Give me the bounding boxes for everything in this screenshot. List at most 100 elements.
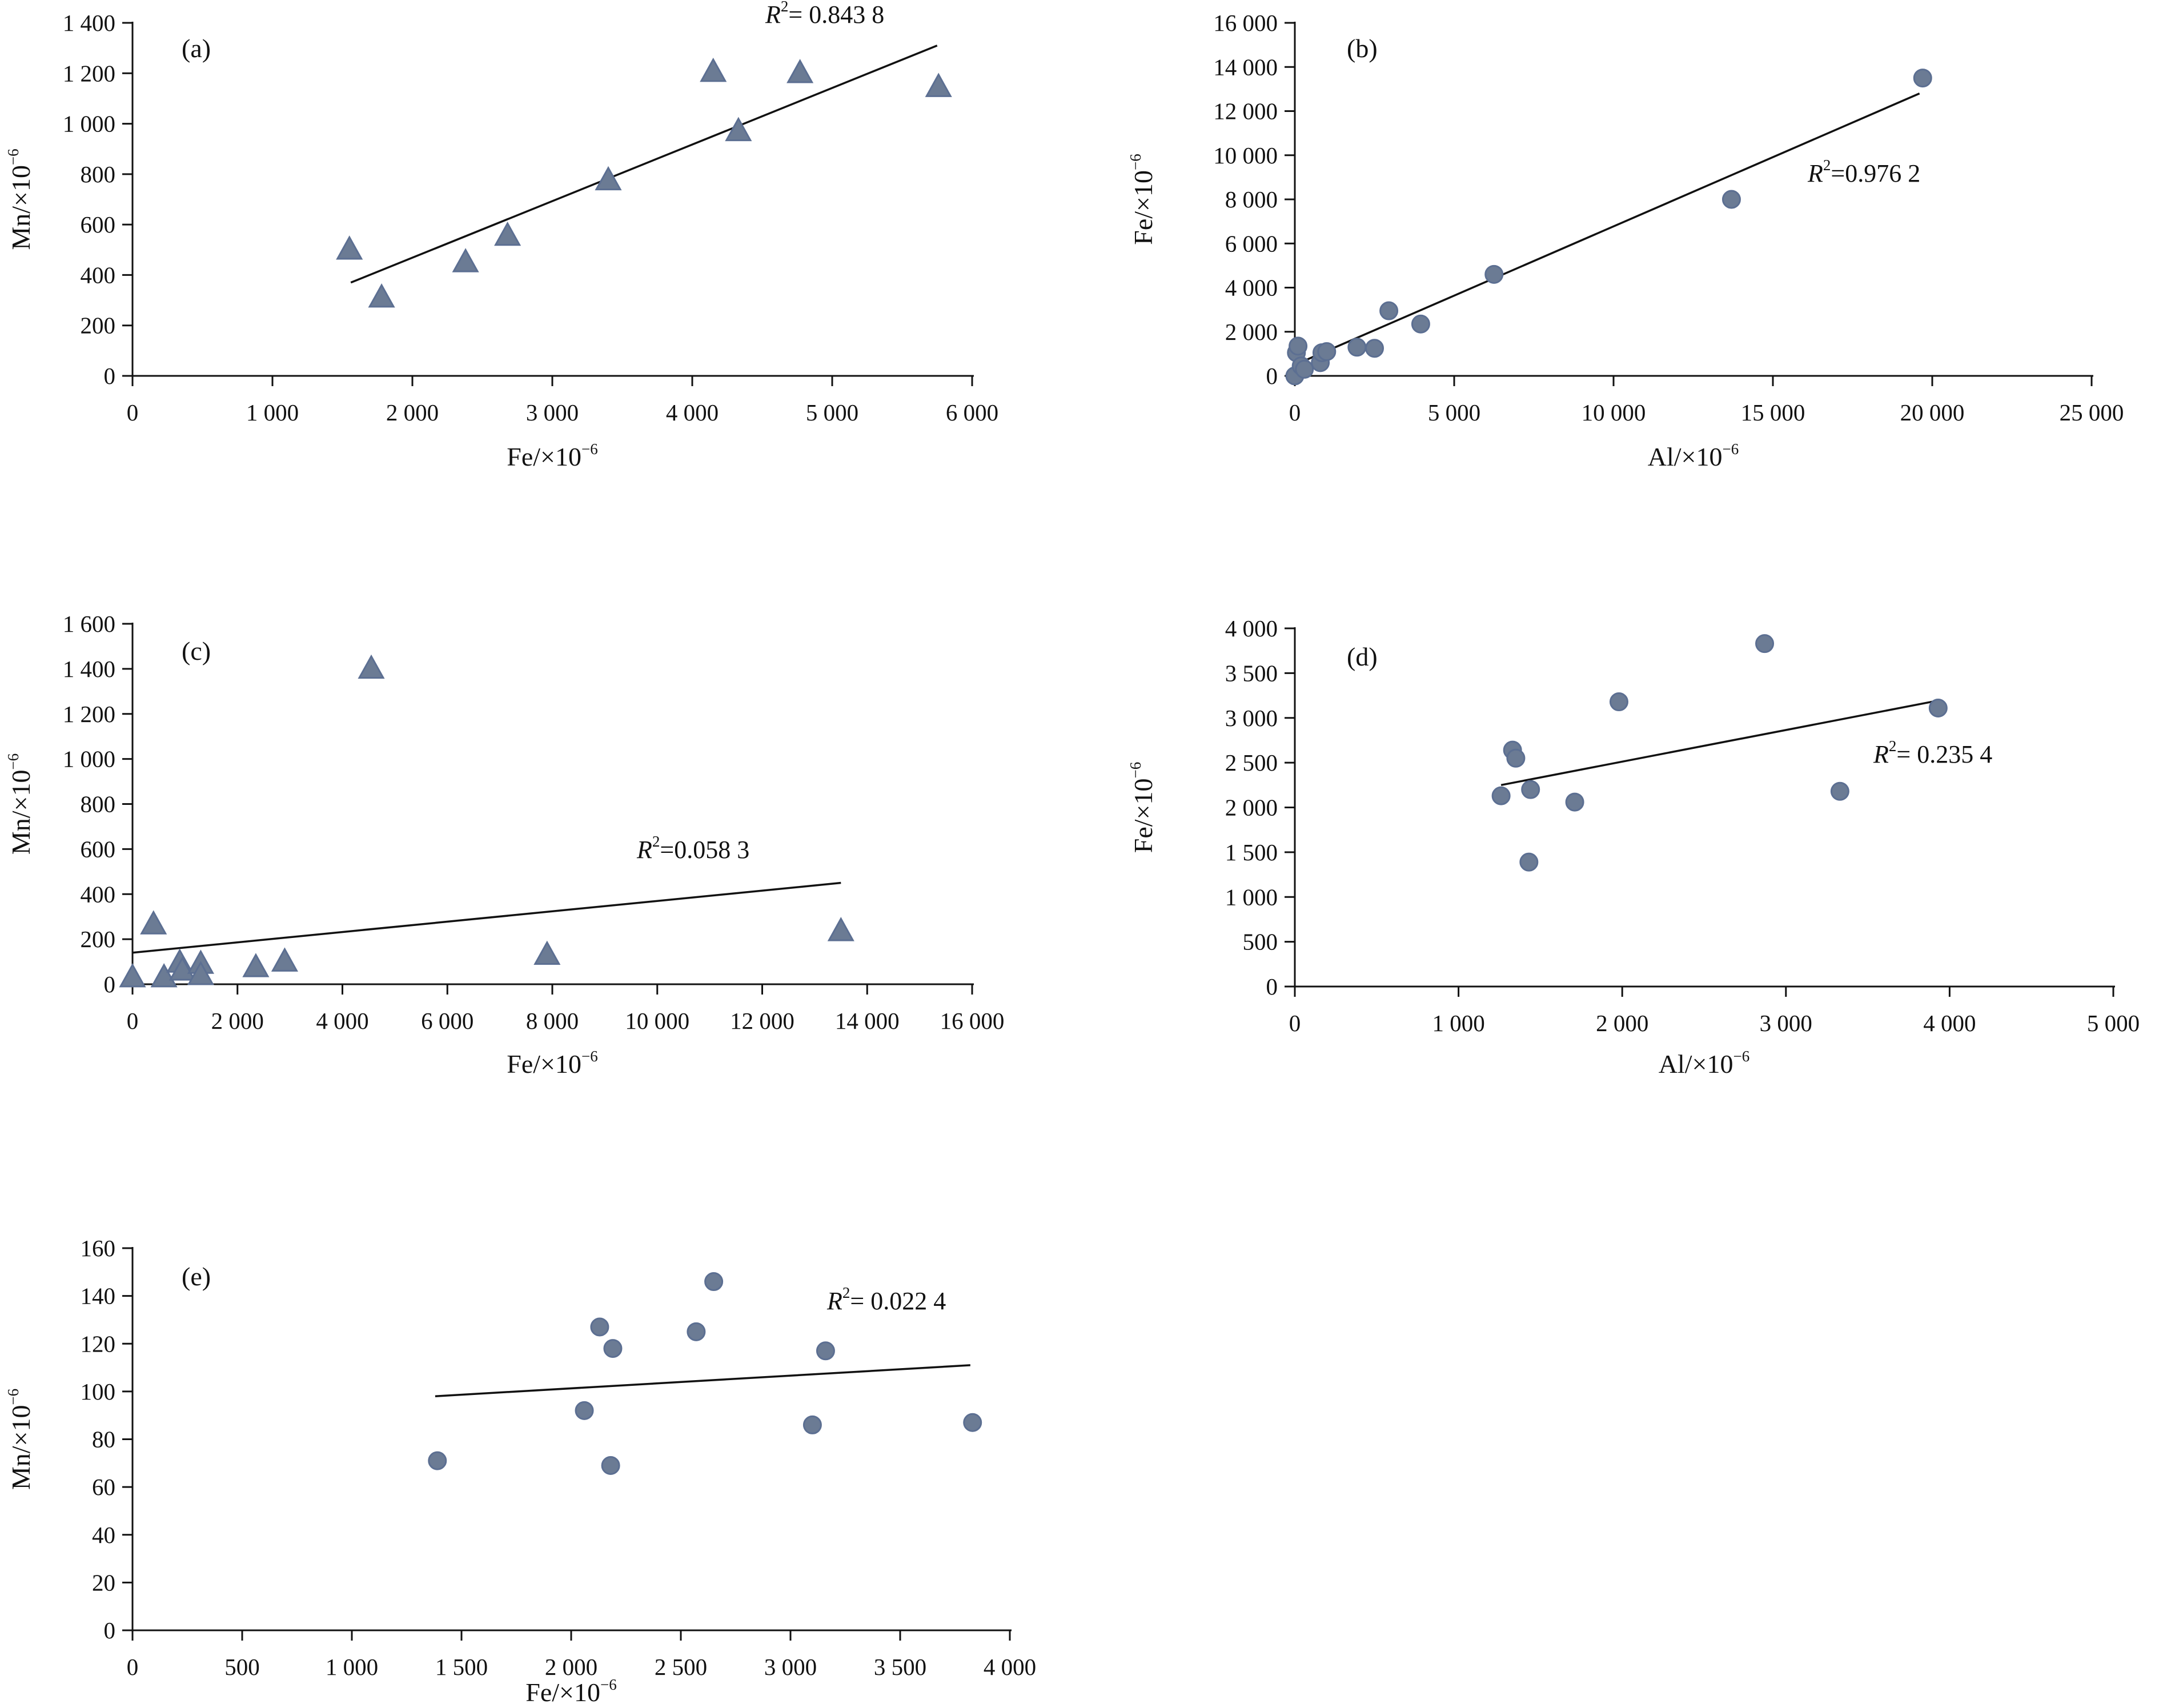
x-tick-label: 6 000 — [946, 399, 998, 426]
data-point-triangle — [700, 57, 727, 82]
data-point-circle — [1411, 314, 1430, 334]
y-tick-label: 1 000 — [1225, 884, 1278, 910]
x-axis-title: Fe/×10−6 — [507, 440, 597, 471]
x-axis-title: Fe/×10−6 — [525, 1676, 616, 1707]
data-point-circle — [1519, 852, 1539, 872]
data-point-triangle — [168, 956, 196, 981]
data-point-circle — [1928, 699, 1948, 718]
data-point-circle — [1295, 359, 1314, 379]
y-tick-label: 800 — [81, 161, 116, 187]
x-tick-label: 1 000 — [246, 399, 299, 426]
y-tick-label: 1 600 — [63, 611, 115, 637]
y-tick-label: 140 — [81, 1283, 116, 1309]
y-tick-label: 500 — [1243, 929, 1278, 955]
y-tick-label: 0 — [1266, 363, 1278, 389]
x-tick-label: 16 000 — [940, 1008, 1005, 1034]
y-tick-label: 400 — [81, 881, 116, 907]
x-tick-label: 1 000 — [1432, 1010, 1484, 1036]
y-tick-label: 80 — [92, 1426, 115, 1453]
chart-panel-e: 0 500 1 000 1 500 2 000 2 500 3 000 3 500 4 000 0… — [5, 1235, 1036, 1707]
chart-panel-a: 0 1 000 2 000 3 000 4 000 5 000 6 000 0 200 400 60… — [5, 0, 998, 471]
y-tick-label: 4 000 — [1225, 615, 1278, 641]
r-squared-label: R2= 0.022 4 — [826, 1284, 946, 1315]
data-point-triangle — [358, 654, 385, 679]
data-point-triangle — [271, 947, 298, 972]
x-axis-title: Fe/×10−6 — [507, 1048, 597, 1078]
x-tick-label: 0 — [127, 1008, 139, 1034]
data-point-triangle — [725, 117, 752, 142]
x-tick-label: 8 000 — [526, 1008, 579, 1034]
y-tick-label: 400 — [81, 262, 116, 288]
y-axis-title: Fe/×10−6 — [1127, 154, 1158, 244]
data-point-circle — [1721, 190, 1741, 209]
x-tick-label: 4 000 — [316, 1008, 368, 1034]
x-tick-label: 0 — [1289, 1010, 1301, 1036]
y-tick-label: 1 400 — [63, 656, 115, 682]
y-tick-label: 600 — [81, 836, 116, 862]
data-point-circle — [1484, 264, 1504, 284]
data-point-circle — [1289, 336, 1308, 356]
x-tick-label: 2 500 — [655, 1654, 707, 1680]
panel-label: (e) — [182, 1262, 211, 1291]
trendline — [435, 1364, 970, 1397]
x-tick-label: 12 000 — [730, 1008, 794, 1034]
data-point-circle — [1913, 69, 1932, 88]
y-tick-label: 10 000 — [1213, 142, 1278, 169]
data-point-circle — [1609, 692, 1628, 712]
y-tick-label: 60 — [92, 1474, 115, 1500]
x-axis-title: Al/×10−6 — [1648, 440, 1739, 471]
r-squared-label: R2=0.058 3 — [636, 833, 749, 864]
data-point-triangle — [242, 953, 270, 977]
data-point-triangle — [925, 73, 952, 97]
data-point-triangle — [494, 221, 521, 246]
y-tick-label: 40 — [92, 1522, 115, 1548]
y-tick-label: 20 — [92, 1569, 115, 1595]
data-point-circle — [1491, 786, 1511, 805]
data-point-circle — [687, 1322, 706, 1341]
panel-label: (d) — [1347, 642, 1378, 671]
x-tick-label: 1 500 — [435, 1654, 488, 1680]
x-tick-label: 5 000 — [806, 399, 858, 426]
x-tick-label: 0 — [127, 399, 139, 426]
x-tick-label: 3 000 — [1760, 1010, 1812, 1036]
y-tick-label: 2 000 — [1225, 795, 1278, 821]
y-tick-label: 12 000 — [1213, 98, 1278, 125]
data-point-circle — [1565, 792, 1584, 812]
x-tick-label: 2 000 — [386, 399, 439, 426]
y-tick-label: 1 000 — [63, 746, 115, 772]
y-tick-label: 4 000 — [1225, 275, 1278, 301]
data-point-circle — [428, 1451, 447, 1470]
y-axis-title: Mn/×10−6 — [5, 149, 35, 250]
x-tick-label: 15 000 — [1741, 399, 1805, 426]
data-point-circle — [1506, 748, 1526, 768]
y-tick-label: 1 000 — [63, 111, 115, 137]
y-tick-label: 6 000 — [1225, 230, 1278, 256]
y-tick-label: 14 000 — [1213, 54, 1278, 80]
data-point-triangle — [827, 917, 854, 941]
y-tick-label: 1 500 — [1225, 839, 1278, 865]
x-axis-title: Al/×10−6 — [1659, 1048, 1749, 1078]
data-point-triangle — [368, 283, 395, 308]
y-tick-label: 1 400 — [63, 10, 115, 36]
data-point-triangle — [150, 963, 178, 988]
data-point-triangle — [595, 166, 622, 191]
y-tick-label: 100 — [81, 1378, 116, 1405]
y-tick-label: 200 — [81, 312, 116, 339]
data-point-circle — [1830, 781, 1849, 801]
x-tick-label: 10 000 — [625, 1008, 689, 1034]
data-point-triangle — [533, 940, 561, 965]
y-tick-label: 1 200 — [63, 701, 115, 727]
trendline — [132, 881, 841, 954]
y-tick-label: 1 200 — [63, 60, 115, 86]
data-point-circle — [575, 1401, 594, 1420]
y-tick-label: 0 — [104, 1617, 116, 1643]
panel-label: (b) — [1347, 34, 1378, 63]
r-squared-label: R2=0.976 2 — [1807, 157, 1920, 187]
x-tick-label: 0 — [1289, 399, 1301, 426]
x-tick-label: 5 000 — [1428, 399, 1480, 426]
x-tick-label: 2 000 — [545, 1654, 597, 1680]
y-tick-label: 16 000 — [1213, 10, 1278, 36]
trendline — [1294, 92, 1920, 366]
r-squared-label: R2= 0.235 4 — [1873, 737, 1992, 768]
data-point-triangle — [336, 235, 363, 260]
